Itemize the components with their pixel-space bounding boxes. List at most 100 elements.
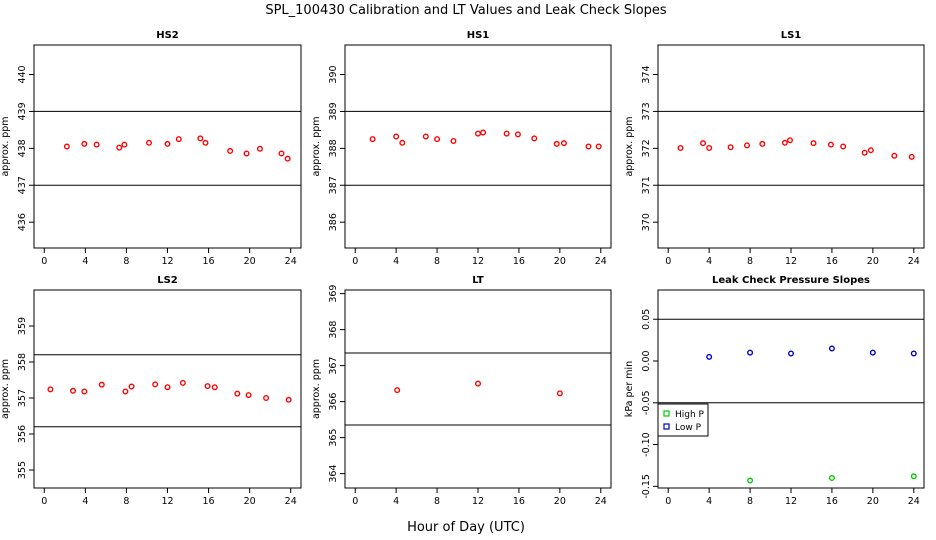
data-point [908, 153, 915, 160]
x-tick-label: 4 [706, 496, 712, 507]
data-point [585, 143, 592, 150]
panel-3: LS1 approx. ppm 0 4 8 12 16 20 24 370 371 372 373 374 [624, 30, 925, 267]
data-point [531, 135, 538, 142]
data-point [243, 150, 250, 157]
x-tick-label: 24 [285, 256, 297, 267]
y-tick-label: 436 [17, 213, 28, 231]
y-tick-label: 356 [17, 425, 28, 443]
y-axis-label: approx. ppm [311, 116, 322, 176]
y-tick-label: 390 [328, 65, 339, 83]
data-point [179, 379, 186, 386]
x-tick-label: 4 [706, 256, 712, 267]
x-tick-label: 16 [826, 496, 838, 507]
y-tick-label: 386 [328, 213, 339, 231]
data-point [116, 144, 123, 151]
x-tick-label: 20 [867, 496, 879, 507]
y-tick-label: 440 [17, 65, 28, 83]
panel-title: HS2 [156, 30, 179, 41]
panel-title: LS1 [781, 30, 802, 41]
y-tick-label: 365 [328, 429, 339, 447]
data-point [393, 133, 400, 140]
data-point [700, 140, 707, 147]
x-tick-label: 8 [434, 256, 440, 267]
y-tick-label: -0.10 [641, 432, 652, 457]
data-point [202, 139, 209, 146]
data-point [891, 152, 898, 159]
y-tick-label: 372 [641, 139, 652, 157]
panel-6: Leak Check Pressure Slopes kPa per min 0 4 8… [624, 275, 925, 507]
y-tick-label: 439 [17, 102, 28, 120]
y-tick-label: 369 [328, 285, 339, 303]
panel-title: Leak Check Pressure Slopes [712, 275, 870, 286]
x-tick-label: 0 [41, 496, 47, 507]
data-point [152, 381, 159, 388]
data-point [759, 140, 766, 147]
y-tick-label: 366 [328, 393, 339, 411]
y-tick-label: 357 [17, 389, 28, 407]
data-point [781, 139, 788, 146]
data-point [556, 390, 563, 397]
data-point [422, 133, 429, 140]
panel-title: HS1 [467, 30, 490, 41]
y-tick-label: 389 [328, 102, 339, 120]
legend-entry: Low P [675, 423, 702, 433]
y-tick-label: -0.15 [641, 474, 652, 499]
y-tick-label: 367 [328, 357, 339, 375]
y-tick-label: 0.05 [641, 309, 652, 330]
figure-x-axis-label: Hour of Day (UTC) [407, 520, 525, 535]
x-tick-label: 4 [82, 256, 88, 267]
data-point [867, 147, 874, 154]
y-tick-label: 359 [17, 317, 28, 335]
data-point [146, 139, 153, 146]
data-point [910, 473, 917, 480]
x-tick-label: 12 [161, 256, 173, 267]
data-point [810, 140, 817, 147]
y-tick-label: 371 [641, 176, 652, 194]
y-tick-label: 368 [328, 321, 339, 339]
data-point [475, 380, 482, 387]
x-tick-label: 16 [513, 496, 525, 507]
x-tick-label: 0 [352, 496, 358, 507]
data-point [284, 155, 291, 162]
data-point [227, 147, 234, 154]
legend-entry: High P [675, 410, 705, 420]
legend-box [657, 403, 709, 437]
y-tick-label: 388 [328, 139, 339, 157]
legend-swatch [663, 410, 670, 417]
data-point [744, 142, 751, 149]
x-tick-label: 0 [352, 256, 358, 267]
x-tick-label: 12 [785, 496, 797, 507]
data-point [747, 349, 754, 356]
plot-frame [344, 289, 612, 489]
data-point [595, 143, 602, 150]
y-axis-label: approx. ppm [0, 359, 11, 419]
data-point [121, 141, 128, 148]
data-point [786, 137, 793, 144]
data-point [70, 387, 77, 394]
legend: High P Low P [657, 403, 709, 437]
x-tick-label: 24 [595, 496, 607, 507]
x-tick-label: 8 [123, 256, 129, 267]
x-tick-label: 0 [665, 496, 671, 507]
data-point [910, 350, 917, 357]
x-tick-label: 24 [908, 256, 920, 267]
x-tick-label: 12 [785, 256, 797, 267]
panel-5: LT approx. ppm 0 4 8 12 16 20 24 364 365 366 367 368 3… [311, 275, 612, 507]
data-point [81, 388, 88, 395]
data-point [263, 395, 270, 402]
x-tick-label: 16 [203, 256, 215, 267]
data-point [256, 145, 263, 152]
data-point [514, 131, 521, 138]
y-tick-label: 370 [641, 213, 652, 231]
x-tick-label: 16 [826, 256, 838, 267]
panel-title: LT [472, 275, 484, 286]
x-tick-label: 4 [393, 496, 399, 507]
panel-2: HS1 approx. ppm 0 4 8 12 16 20 24 386 387 388 389 390 [311, 30, 612, 267]
data-point [128, 383, 135, 390]
panel-4: LS2 approx. ppm 0 4 8 12 16 20 24 355 356 357 358 359 [0, 275, 302, 507]
data-point [827, 141, 834, 148]
x-tick-label: 20 [244, 496, 256, 507]
data-point [278, 150, 285, 157]
data-point [560, 140, 567, 147]
x-tick-label: 12 [472, 256, 484, 267]
